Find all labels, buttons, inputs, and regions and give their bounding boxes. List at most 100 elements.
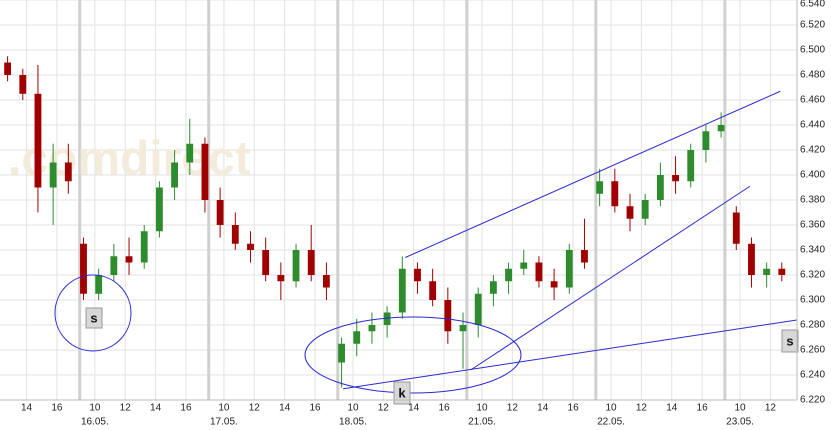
candle-body (125, 256, 133, 263)
date-label: 21.05. (468, 417, 496, 428)
candle-body (474, 293, 482, 325)
candle-body (535, 262, 543, 282)
x-tick-label: 12 (378, 403, 390, 414)
x-tick-label: 10 (605, 403, 617, 414)
x-tick-label: 12 (765, 403, 777, 414)
x-tick-label: 12 (120, 403, 132, 414)
x-tick-label: 10 (476, 403, 488, 414)
y-tick-label: 6.300 (800, 295, 825, 306)
candle-body (656, 175, 664, 200)
candles (4, 56, 786, 388)
candle-body (429, 281, 437, 300)
date-label: 16.05. (81, 417, 109, 428)
candle-body (383, 312, 391, 325)
x-tick-label: 14 (408, 403, 420, 414)
annotation-label: s (90, 310, 97, 325)
candle-body (702, 131, 710, 150)
candle-body (748, 243, 755, 275)
candle-body (489, 281, 497, 294)
x-tick-label: 10 (89, 403, 101, 414)
label-box (85, 307, 103, 329)
date-label: 23.05. (726, 417, 754, 428)
label-box (781, 329, 799, 353)
x-tick-label: 14 (21, 403, 33, 414)
y-tick-label: 6.380 (800, 195, 825, 206)
candle-body (672, 175, 679, 182)
date-label: 18.05. (339, 417, 367, 428)
candle-body (216, 200, 224, 225)
candle-body (186, 143, 194, 163)
candle-body (64, 162, 72, 182)
x-tick-label: 14 (279, 403, 291, 414)
y-tick-label: 6.540 (800, 0, 825, 10)
candle-body (398, 268, 406, 313)
x-tick-label: 10 (735, 403, 747, 414)
candle-body (247, 243, 254, 250)
y-tick-label: 6.280 (800, 320, 825, 331)
candle-body (444, 300, 452, 332)
y-tick-label: 6.320 (800, 270, 825, 281)
candle-body (641, 200, 649, 219)
x-tick-label: 10 (347, 403, 359, 414)
annotation-label: s (786, 333, 793, 348)
candle-body (322, 275, 330, 288)
trend-line (405, 90, 781, 258)
y-tick-label: 6.340 (800, 245, 825, 256)
candle-body (140, 231, 148, 263)
candle-body (307, 250, 315, 275)
candle-body (231, 225, 239, 244)
x-tick-label: 16 (438, 403, 450, 414)
candle-body (34, 93, 42, 188)
y-tick-label: 6.220 (800, 395, 825, 406)
candle-body (80, 243, 87, 294)
candle-body (611, 181, 619, 207)
x-tick-label: 14 (150, 403, 162, 414)
date-label: 22.05. (597, 417, 625, 428)
candle-body (95, 275, 103, 294)
candle-body (338, 343, 345, 363)
candle-body (292, 250, 300, 282)
candle-body (4, 62, 12, 75)
y-tick-label: 6.400 (800, 170, 825, 181)
y-tick-label: 6.520 (800, 20, 825, 31)
x-tick-label: 16 (51, 403, 63, 414)
x-tick-label: 12 (507, 403, 519, 414)
watermark: .comdirect (8, 133, 251, 186)
trend-line (343, 319, 798, 390)
x-tick-label: 12 (636, 403, 648, 414)
x-tick-label: 16 (568, 403, 580, 414)
x-tick-label: 12 (249, 403, 261, 414)
x-tick-label: 10 (218, 403, 230, 414)
x-tick-label: 16 (180, 403, 192, 414)
candle-body (277, 275, 285, 282)
candle-body (626, 206, 634, 219)
circle-annotation (54, 274, 132, 352)
candle-body (414, 268, 421, 282)
candle-body (353, 331, 361, 344)
x-tick-label: 14 (666, 403, 678, 414)
x-tick-label: 16 (309, 403, 321, 414)
annotation-label: k (398, 385, 406, 400)
x-tick-label: 16 (697, 403, 709, 414)
candle-body (459, 325, 467, 332)
candle-body (717, 125, 725, 132)
candle-body (262, 250, 270, 275)
candle-body (49, 162, 57, 188)
y-tick-label: 6.480 (800, 70, 825, 81)
y-tick-label: 6.460 (800, 95, 825, 106)
candle-body (565, 250, 573, 288)
candle-body (368, 325, 376, 332)
candle-body (778, 268, 786, 275)
candle-body (19, 75, 27, 94)
trend-lines (343, 90, 798, 390)
candle-body (201, 143, 209, 200)
y-tick-label: 6.240 (800, 370, 825, 381)
y-tick-label: 6.260 (800, 345, 825, 356)
candle-body (505, 268, 512, 282)
candle-body (110, 256, 118, 275)
trend-line (470, 185, 751, 371)
candle-body (596, 181, 604, 194)
